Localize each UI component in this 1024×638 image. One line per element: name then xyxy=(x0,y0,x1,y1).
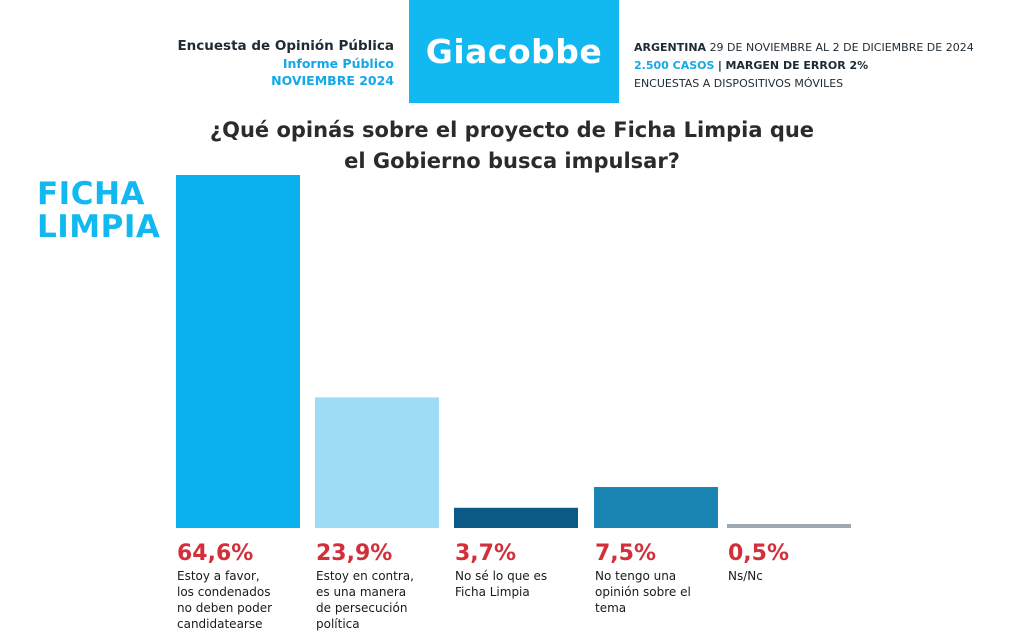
separator: | xyxy=(717,59,722,72)
category-line: Ns/Nc xyxy=(728,569,763,583)
category-text: Estoy a favor, los condenados no deben pod… xyxy=(177,568,309,632)
country-label: ARGENTINA xyxy=(634,41,707,54)
value-label: 23,9% xyxy=(316,541,393,566)
margin-of-error: MARGEN DE ERROR 2% xyxy=(725,59,869,72)
category-line: es una manera xyxy=(316,585,407,599)
report-label: Informe Público xyxy=(282,56,394,71)
report-month: NOVIEMBRE 2024 xyxy=(271,73,394,88)
survey-title: Encuesta de Opinión Pública xyxy=(177,38,394,54)
giacobbe-logo: Giacobbe xyxy=(409,0,619,103)
bar-4 xyxy=(594,487,718,528)
value-label: 0,5% xyxy=(728,541,790,566)
category-line: candidatearse xyxy=(177,617,263,631)
bar-5 xyxy=(727,524,851,528)
survey-header: Encuesta de Opinión Pública Informe Públ… xyxy=(177,38,394,89)
bar-1 xyxy=(176,175,300,528)
category-text: Ns/Nc xyxy=(728,568,860,584)
chart-title: ¿Qué opinás sobre el proyecto de Ficha L… xyxy=(150,115,874,177)
category-line: Ficha Limpia xyxy=(455,585,530,599)
value-label: 64,6% xyxy=(177,541,254,566)
chart-title-line: ¿Qué opinás sobre el proyecto de Ficha L… xyxy=(209,118,815,142)
category-line: no deben poder xyxy=(177,601,273,615)
category-line: política xyxy=(316,617,360,631)
brand-line: FICHA xyxy=(37,176,145,212)
category-line: opinión sobre el xyxy=(595,585,691,599)
category-line: de persecución xyxy=(316,601,408,615)
category-line: Estoy a favor, xyxy=(177,569,260,583)
category-label: 3,7% No sé lo que es Ficha Limpia xyxy=(455,541,587,600)
bar-3 xyxy=(454,507,578,528)
chart-title-line: el Gobierno busca impulsar? xyxy=(344,149,680,173)
brand-line: LIMPIA xyxy=(37,209,161,245)
category-line: No sé lo que es xyxy=(455,569,548,583)
category-text: Estoy en contra, es una manera de persecuc… xyxy=(316,568,448,632)
category-line: Estoy en contra, xyxy=(316,569,414,583)
category-label: 0,5% Ns/Nc xyxy=(728,541,860,584)
category-text: No tengo una opinión sobre el tema xyxy=(595,568,727,616)
category-label: 64,6% Estoy a favor, los condenados no debe… xyxy=(177,541,309,632)
survey-method: ENCUESTAS A DISPOSITIVOS MÓVILES xyxy=(634,77,844,90)
category-text: No sé lo que es Ficha Limpia xyxy=(455,568,587,600)
category-label: 23,9% Estoy en contra, es una manera de per… xyxy=(316,541,448,632)
category-label: 7,5% No tengo una opinión sobre el tema xyxy=(595,541,727,616)
survey-details: ARGENTINA 29 DE NOVIEMBRE AL 2 DE DICIEM… xyxy=(634,39,974,93)
cases-count: 2.500 CASOS xyxy=(634,59,715,72)
category-line: los condenados xyxy=(177,585,271,599)
value-label: 7,5% xyxy=(595,541,657,566)
category-line: No tengo una xyxy=(595,569,677,583)
ficha-limpia-label: FICHA LIMPIA xyxy=(37,178,160,244)
survey-dates: 29 DE NOVIEMBRE AL 2 DE DICIEMBRE DE 202… xyxy=(709,41,974,54)
value-label: 3,7% xyxy=(455,541,517,566)
category-line: tema xyxy=(595,601,627,615)
bar-2 xyxy=(315,397,439,528)
